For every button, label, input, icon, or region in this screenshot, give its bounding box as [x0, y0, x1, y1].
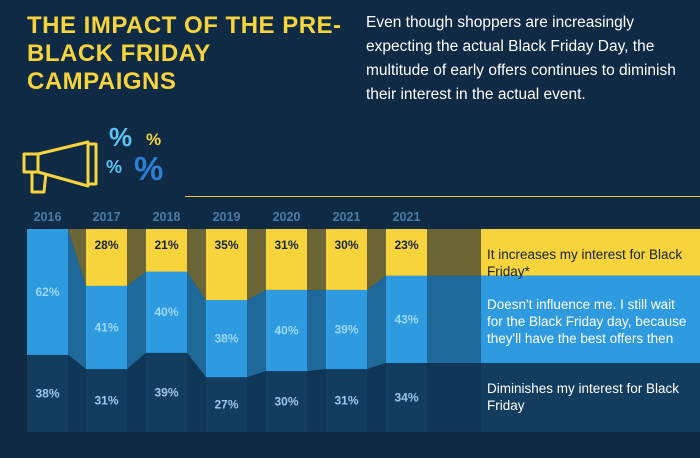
- percent-icon: %: [134, 150, 164, 187]
- bar-increases: [86, 229, 127, 286]
- data-label: 21%: [154, 238, 178, 252]
- legend-no-influence: Doesn't influence me. I still wait for t…: [487, 297, 687, 346]
- header-rule: [185, 196, 700, 197]
- data-label: 41%: [94, 320, 118, 334]
- legend-diminishes: Diminishes my interest for Black Friday: [487, 381, 680, 413]
- data-label: 31%: [334, 394, 358, 408]
- legend-swatch-diminishes: [481, 362, 700, 432]
- data-label: 35%: [214, 238, 238, 252]
- percent-icon: %: [106, 157, 123, 177]
- year-tick-label: 2020: [273, 210, 301, 224]
- band-increases: [27, 229, 481, 301]
- bar-no-influence: [266, 289, 307, 372]
- bar-diminishes: [386, 362, 427, 432]
- bar-increases: [386, 229, 427, 276]
- legend-increases: It increases my interest for Black Frida…: [487, 247, 683, 279]
- bar-diminishes: [27, 354, 68, 432]
- bar-increases: [146, 229, 187, 272]
- bar-diminishes: [326, 369, 367, 432]
- data-label: 28%: [94, 238, 118, 252]
- band-no-influence: [27, 229, 481, 378]
- data-label: 39%: [334, 322, 358, 336]
- year-tick-label: 2019: [213, 210, 241, 224]
- year-tick-label: 2021: [393, 210, 421, 224]
- data-label: 30%: [274, 395, 298, 409]
- bar-diminishes: [206, 377, 247, 432]
- legend-swatch-no-influence: [481, 275, 700, 363]
- data-label: 62%: [35, 285, 59, 299]
- bar-diminishes: [146, 352, 187, 432]
- year-tick-label: 2017: [93, 210, 121, 224]
- year-tick-label: 2016: [34, 210, 62, 224]
- page-title: THE IMPACT OF THE PRE-BLACK FRIDAY CAMPA…: [27, 12, 342, 95]
- data-label: 39%: [154, 385, 178, 399]
- intro-text: Even though shoppers are increasingly ex…: [366, 14, 676, 103]
- data-label: 38%: [35, 386, 59, 400]
- data-label: 38%: [214, 332, 238, 346]
- bar-no-influence: [326, 289, 367, 370]
- bar-no-influence: [206, 300, 247, 378]
- data-label: 40%: [274, 324, 298, 338]
- legend-swatch-increases: [481, 229, 700, 276]
- bar-no-influence: [386, 275, 427, 363]
- bar-no-influence: [146, 271, 187, 353]
- data-label: 43%: [394, 312, 418, 326]
- data-label: 30%: [334, 238, 358, 252]
- data-label: 27%: [214, 398, 238, 412]
- data-label: 34%: [394, 390, 418, 404]
- bar-increases: [266, 229, 307, 290]
- percent-icon: %: [109, 122, 133, 152]
- bar-no-influence: [27, 229, 68, 355]
- data-label: 40%: [154, 305, 178, 319]
- bar-no-influence: [86, 285, 127, 370]
- bar-increases: [326, 229, 367, 290]
- megaphone-icon: [22, 140, 98, 194]
- bar-diminishes: [86, 369, 127, 432]
- year-tick-label: 2018: [153, 210, 181, 224]
- data-label: 31%: [274, 238, 298, 252]
- year-tick-label: 2021: [333, 210, 361, 224]
- percent-icon: %: [146, 130, 162, 149]
- data-label: 31%: [94, 394, 118, 408]
- data-label: 23%: [394, 238, 418, 252]
- bar-increases: [206, 229, 247, 301]
- bar-diminishes: [266, 371, 307, 432]
- band-diminishes: [27, 352, 481, 432]
